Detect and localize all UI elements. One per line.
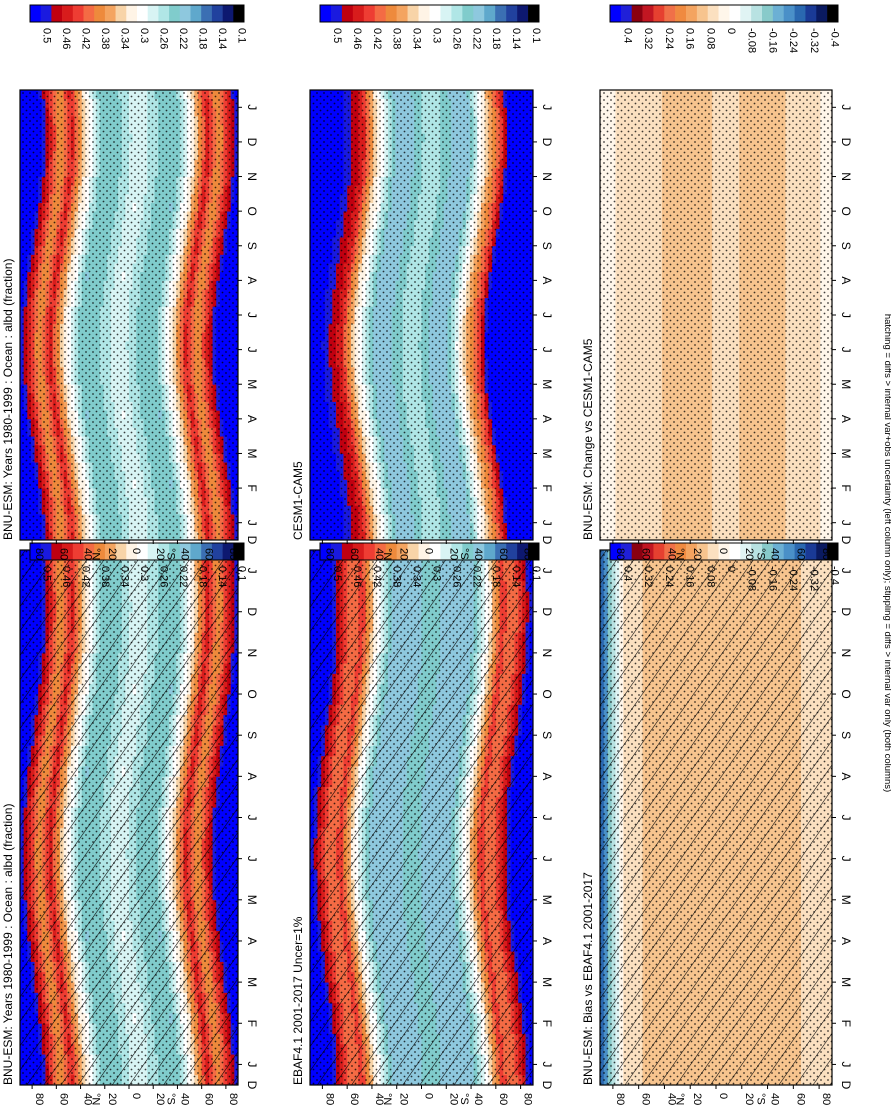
colorbar-tick-label: 0.18 [196,566,208,587]
colorbar-tick-label: 0.22 [177,566,189,587]
lat-tick-label: 40 [178,1093,190,1105]
month-tick-label: J [245,1061,259,1067]
lat-tick-label: 80 [227,1093,239,1105]
colorbar-tick-label: 0.5 [41,566,53,581]
lat-tick-label: 0 [130,1093,142,1099]
colorbar-tick-label: 0.46 [60,566,72,587]
hemisphere-label: °S [164,1093,176,1105]
panel-title: BNU-ESM: Years 1980-1999 : Ocean : albd … [1,804,15,1085]
colorbar-tick-label: 0.26 [157,566,169,587]
lat-tick-label: 20 [154,1093,166,1105]
colorbar-tick-label: 0.14 [216,566,228,587]
colorbar-tick-label: 0.3 [138,566,150,581]
month-tick-label: A [245,772,259,780]
month-tick-label: J [245,856,259,862]
month-tick-label: M [245,977,259,987]
month-tick-label: D [245,1081,259,1090]
colorbar-tick-label: 0.1 [235,566,247,581]
month-tick-label: S [245,731,259,739]
lat-tick-label: 20 [106,1093,118,1105]
stippling-overlay [20,550,238,1085]
month-tick-label: N [245,649,259,658]
month-tick-label: A [245,937,259,945]
month-tick-label: J [245,815,259,821]
month-tick-label: O [245,689,259,698]
month-tick-label: M [245,895,259,905]
lat-tick-label: 80 [33,1093,45,1105]
colorbar-tick-label: 0.42 [80,566,92,587]
colorbar-tick-label: 0.34 [119,566,131,587]
colorbar-swatch [190,543,202,560]
month-tick-label: D [245,607,259,616]
month-tick-label: F [245,1020,259,1027]
lat-tick-label: 60 [57,1093,69,1105]
colorbar-tick-label: 0.38 [99,566,111,587]
hemisphere-label: °N [90,1093,102,1105]
lat-tick-label: 60 [203,1093,215,1105]
